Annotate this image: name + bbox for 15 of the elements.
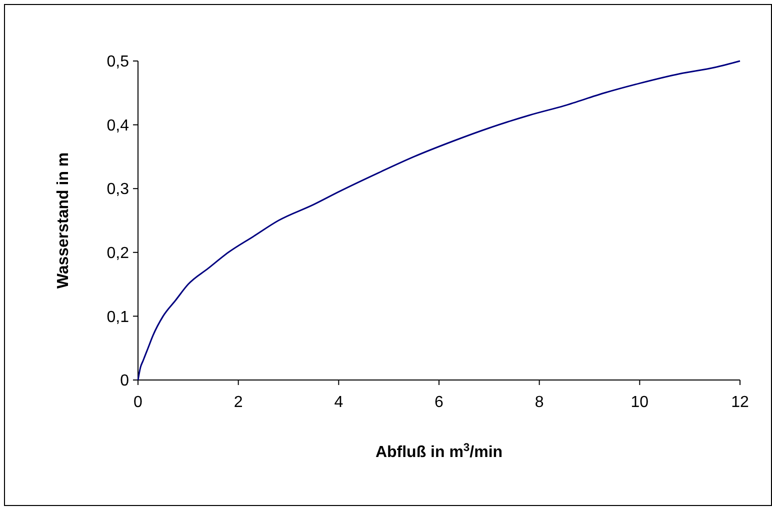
x-tick-label: 12: [731, 394, 749, 411]
y-tick-label: 0: [120, 372, 130, 390]
x-tick-label: 6: [434, 394, 444, 411]
x-tick-label: 4: [334, 394, 344, 411]
y-tick-label: 0,3: [106, 181, 130, 198]
x-axis-title: Abfluß in m$^{3}$/min: [375, 442, 503, 461]
y-tick-label: 0,1: [106, 308, 130, 326]
x-tick-label: 8: [534, 394, 544, 411]
y-axis-title: Wasserstand in m: [55, 152, 72, 289]
y-tick-label: 0,5: [106, 54, 130, 71]
y-tick-label: 0,4: [106, 117, 130, 134]
x-tick-label: 2: [234, 394, 243, 411]
x-tick-label: 0: [134, 394, 143, 411]
x-tick-label: 10: [630, 394, 649, 411]
y-tick-label: 0,2: [106, 245, 130, 262]
